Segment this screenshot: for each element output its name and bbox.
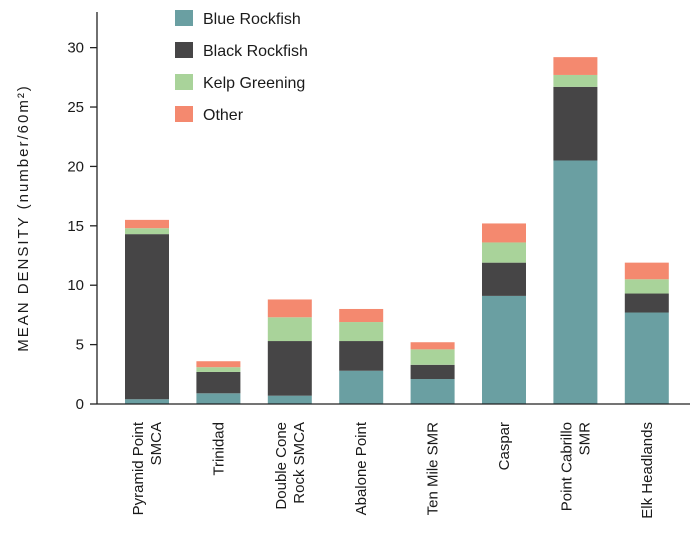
bar-segment	[125, 399, 169, 404]
bar-segment	[267, 395, 312, 404]
bar-segment	[482, 295, 526, 404]
x-tick-label-line: Double Cone	[273, 422, 290, 510]
x-tick-label: Abalone Point	[353, 421, 370, 515]
bar-segment	[267, 341, 312, 396]
bar-stack	[267, 299, 312, 404]
x-tick-label-line: Point Cabrillo	[558, 422, 575, 511]
y-tick-label: 20	[67, 158, 84, 175]
bar-segment	[553, 86, 598, 161]
bar-segment	[553, 74, 598, 87]
y-axis-label: MEAN DENSITY (number/60m²)	[15, 84, 32, 352]
x-tick-label-line: SMR	[576, 422, 593, 456]
bar-segment	[339, 370, 384, 404]
x-tick-label-line: Pyramid Point	[130, 421, 147, 515]
legend-swatch	[175, 42, 193, 58]
bar-segment	[624, 293, 669, 313]
bar-stack	[482, 223, 526, 404]
y-axis: 0 5 10 15 20 25 30	[67, 12, 98, 413]
bar-segment	[267, 317, 312, 342]
x-tick-label: Point CabrilloSMR	[558, 422, 593, 511]
x-tick-label: Elk Headlands	[639, 422, 656, 519]
x-tick-label: Double ConeRock SMCA	[273, 422, 308, 510]
bar-segment	[125, 228, 169, 235]
x-tick-label-line: SMCA	[148, 422, 165, 465]
x-tick-label: Caspar	[496, 422, 513, 470]
x-tick-label: Trinidad	[210, 422, 227, 476]
x-tick-label-line: Caspar	[496, 422, 513, 470]
y-tick-label: 0	[76, 396, 84, 413]
legend-swatch	[175, 10, 193, 26]
x-tick-label: Pyramid PointSMCA	[130, 421, 165, 515]
bar-segment	[624, 312, 669, 404]
y-tick-label: 10	[67, 277, 84, 294]
bar-segment	[410, 349, 455, 365]
x-tick-label-line: Trinidad	[210, 422, 227, 476]
bar-segment	[339, 341, 384, 371]
legend-label: Kelp Greening	[203, 75, 305, 92]
bars	[125, 57, 669, 404]
bar-segment	[482, 242, 526, 263]
bar-stack	[339, 308, 384, 404]
bar-segment	[410, 342, 455, 350]
x-tick-label-line: Elk Headlands	[639, 422, 656, 519]
bar-segment	[196, 393, 241, 404]
bar-stack	[624, 262, 669, 404]
bar-stack	[125, 219, 169, 404]
bar-segment	[410, 364, 455, 380]
bar-segment	[125, 234, 169, 400]
legend-swatch	[175, 74, 193, 90]
bar-segment	[339, 308, 384, 323]
bar-segment	[624, 279, 669, 294]
legend-swatch	[175, 106, 193, 122]
bar-segment	[624, 262, 669, 280]
bar-segment	[339, 322, 384, 342]
legend-label: Other	[203, 107, 244, 124]
bar-segment	[553, 160, 598, 404]
legend-label: Blue Rockfish	[203, 11, 301, 28]
bar-segment	[410, 379, 455, 404]
bar-stack	[196, 361, 241, 404]
x-tick-label-line: Rock SMCA	[291, 422, 308, 504]
x-axis: Pyramid PointSMCA Trinidad Double ConeRock…	[97, 403, 690, 519]
x-tick-label-line: Abalone Point	[353, 421, 370, 515]
bar-segment	[196, 371, 241, 394]
y-tick-label: 25	[67, 99, 84, 116]
bar-segment	[196, 361, 241, 368]
bar-segment	[267, 299, 312, 318]
bar-segment	[196, 367, 241, 372]
bar-stack	[553, 57, 598, 404]
y-tick-label: 5	[76, 337, 84, 354]
x-tick-label-line: Ten Mile SMR	[425, 422, 442, 516]
legend-label: Black Rockfish	[203, 43, 308, 60]
x-tick-label: Ten Mile SMR	[425, 422, 442, 516]
bar-segment	[482, 223, 526, 243]
y-tick-label: 15	[67, 218, 84, 235]
y-tick-label: 30	[67, 40, 84, 57]
legend: Blue Rockfish Black Rockfish Kelp Greening…	[175, 10, 308, 124]
bar-stack	[410, 342, 455, 404]
bar-segment	[125, 219, 169, 229]
bar-segment	[553, 57, 598, 75]
bar-segment	[482, 262, 526, 296]
